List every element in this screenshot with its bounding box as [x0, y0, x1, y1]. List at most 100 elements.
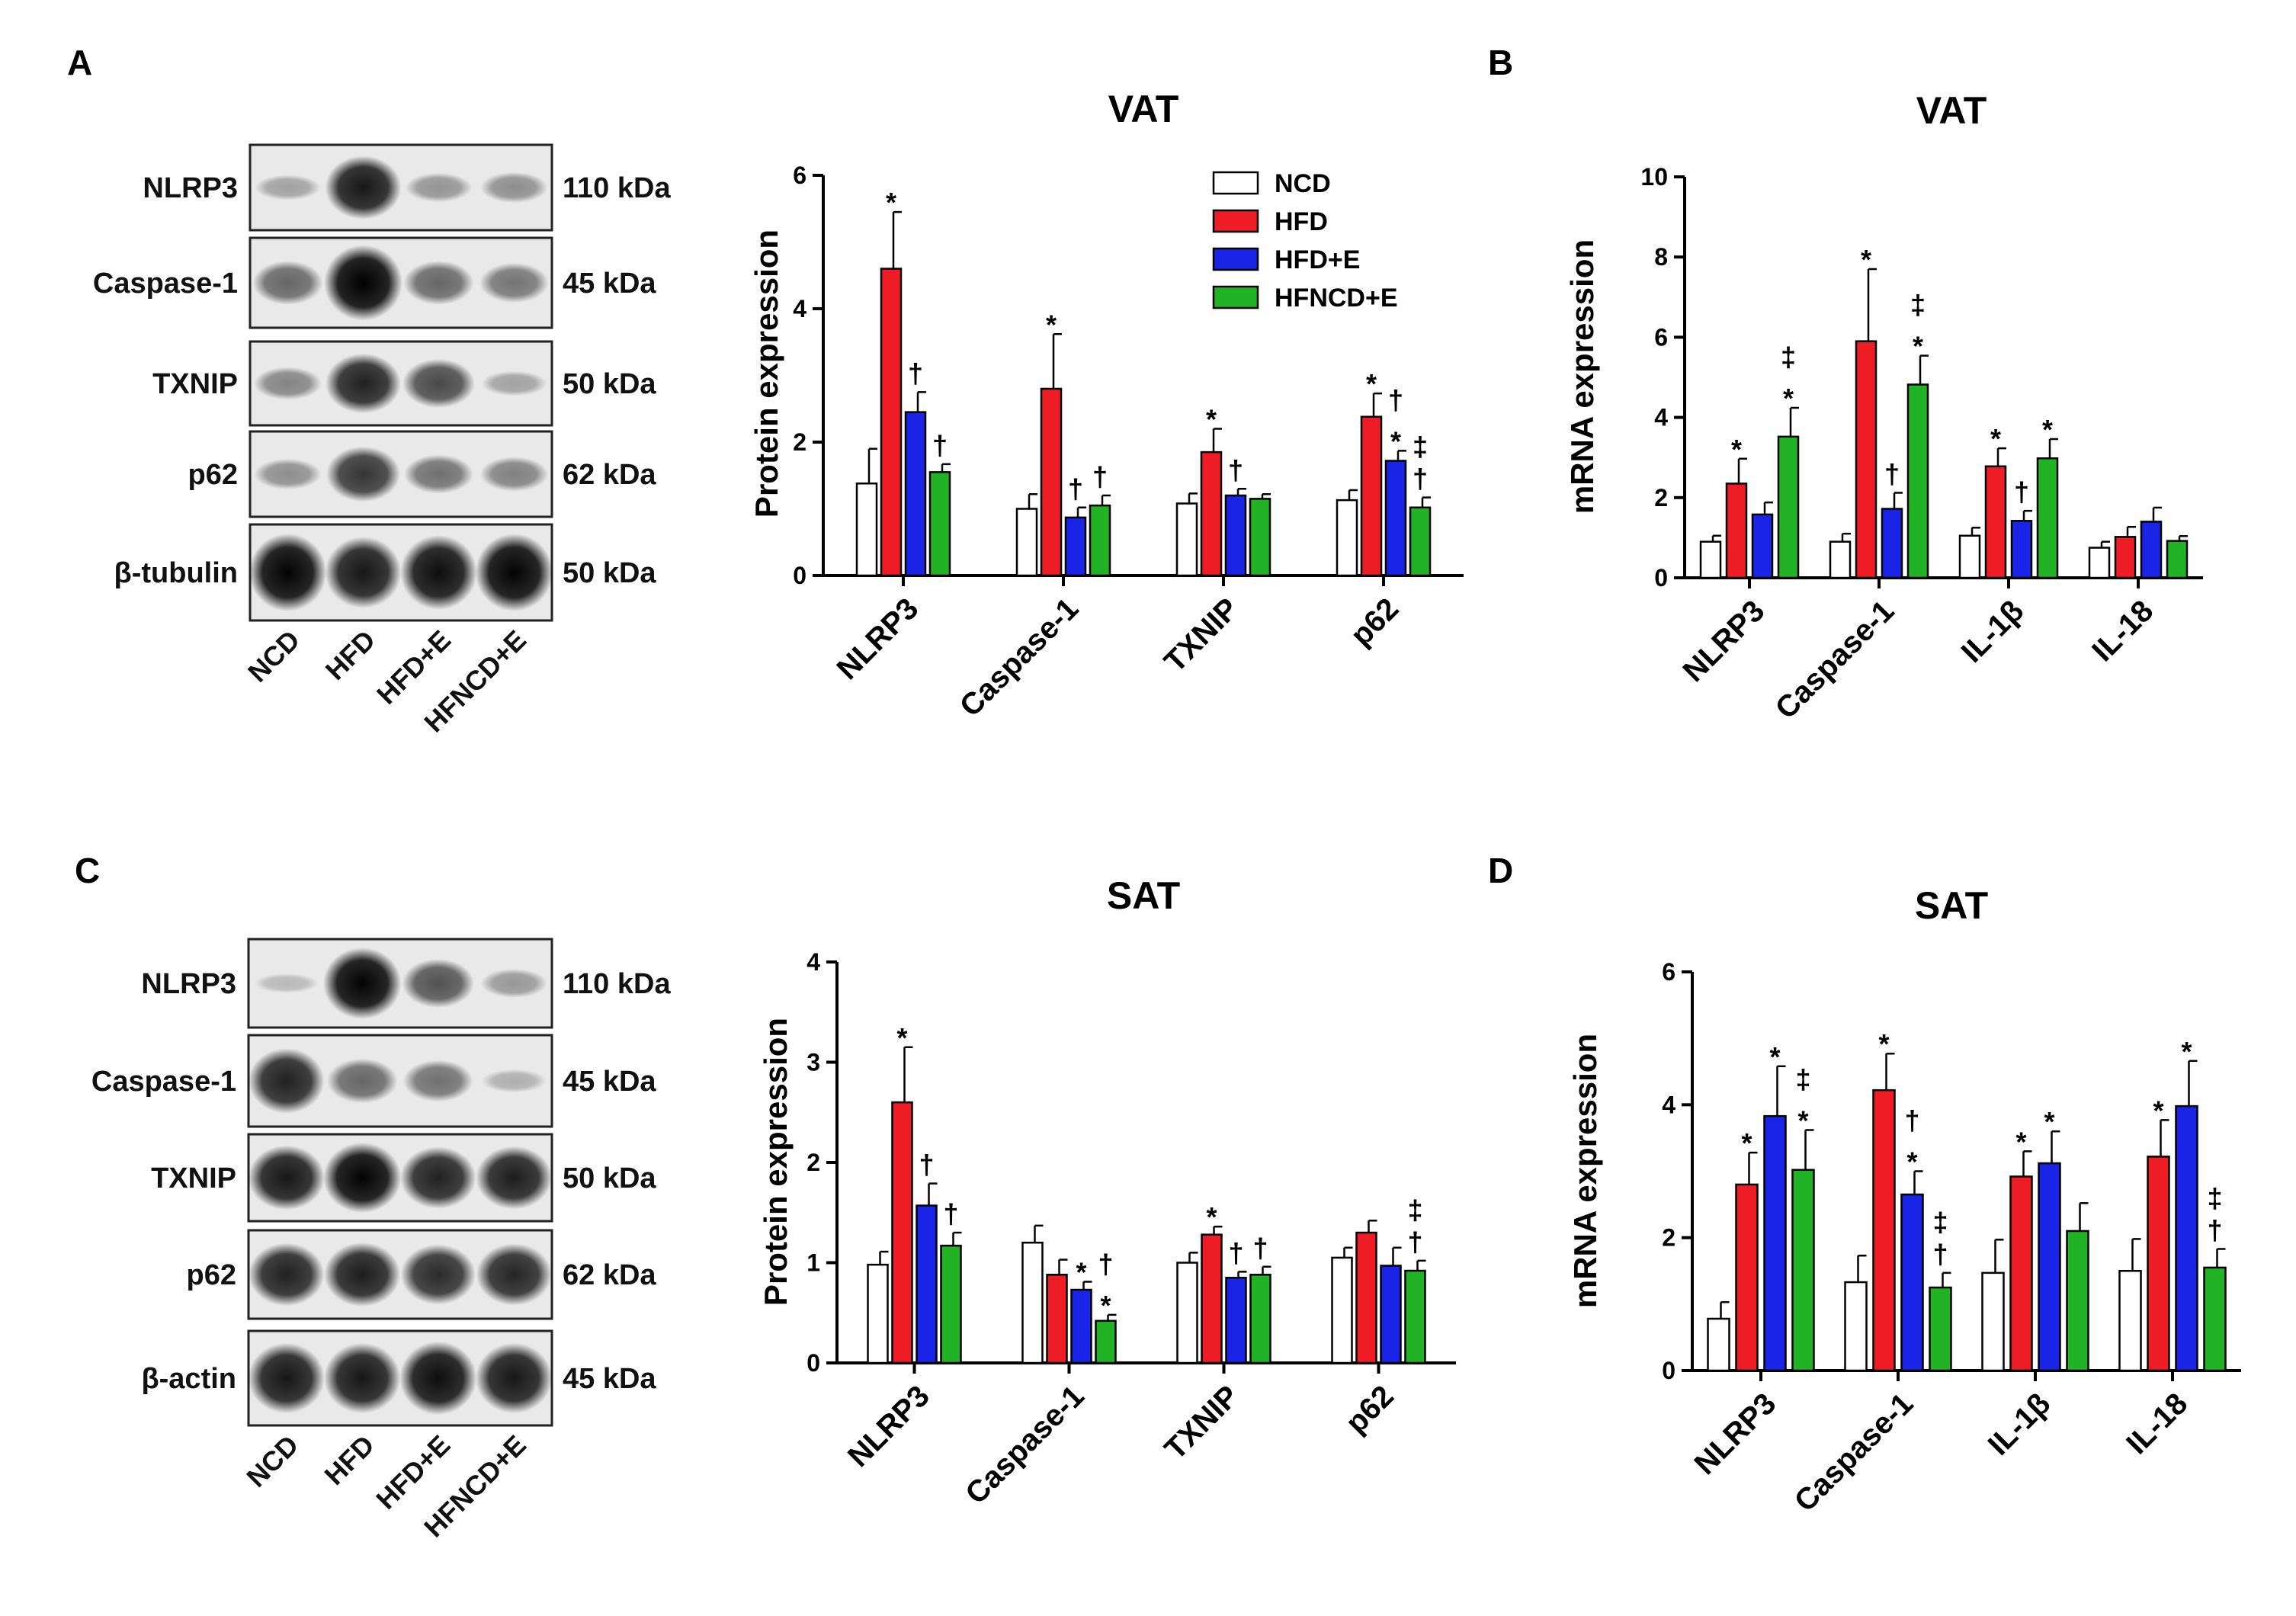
y-axis-label: mRNA expression [1567, 1034, 1603, 1308]
band-label: p62 [188, 459, 238, 491]
blot-band [405, 172, 473, 203]
bar-hfd [1725, 483, 1748, 579]
band-kda: 110 kDa [563, 172, 671, 204]
legend-label: HFD [1275, 207, 1328, 236]
significance-mark: * [1741, 1127, 1752, 1159]
bar-hfd-pluse [2010, 520, 2033, 579]
significance-mark: † [2014, 476, 2029, 508]
band-kda: 62 kDa [563, 459, 656, 491]
bar-hfncd-pluse [1929, 1286, 1952, 1372]
significance-mark: * [1390, 425, 1401, 457]
significance-mark: † [1092, 461, 1108, 492]
legend: NCD HFD HFD+E HFNCD+E [1212, 169, 1398, 313]
significance-mark: ‡ [1407, 1194, 1422, 1226]
legend-label: NCD [1275, 169, 1331, 198]
bar-hfd-pluse [1384, 460, 1407, 577]
bar-hfd [1040, 387, 1063, 577]
bar-hfd-pluse [1064, 516, 1087, 577]
significance-mark: * [1878, 1028, 1889, 1060]
bar-ncd [1331, 1256, 1353, 1364]
significance-mark: ‡ [1413, 431, 1428, 463]
blot-band [399, 1341, 477, 1416]
band-kda: 50 kDa [563, 557, 656, 589]
chart-title: SAT [1915, 884, 1988, 927]
blot-band [479, 262, 549, 303]
blot-band [480, 172, 548, 204]
legend-swatch [1212, 247, 1259, 271]
y-tick-label: 10 [1640, 163, 1668, 191]
significance-mark: * [1797, 1105, 1808, 1136]
bar-hfncd-pluse [1404, 1269, 1426, 1364]
bar-hfd-pluse [1224, 494, 1247, 577]
bar-hfncd-pluse [2066, 1230, 2089, 1372]
bar-ncd [1021, 1241, 1044, 1364]
blot-band [249, 1242, 325, 1307]
y-tick-label: 4 [1662, 1091, 1676, 1118]
significance-mark: † [908, 358, 923, 389]
significance-mark: * [1206, 404, 1217, 435]
blot-band [253, 367, 322, 400]
y-tick-label: 6 [793, 162, 806, 189]
blot-band [255, 175, 321, 200]
significance-mark: † [1413, 463, 1428, 495]
y-tick-label: 2 [1654, 484, 1668, 511]
chart-title: SAT [1107, 874, 1180, 917]
bar-ncd [1175, 502, 1198, 577]
bar-hfd [880, 268, 903, 577]
blot-band [475, 534, 553, 611]
legend-swatch [1212, 209, 1259, 233]
bar-hfd-pluse [1751, 513, 1774, 579]
bar-hfd [1984, 465, 2007, 579]
bar-hfncd-pluse [1906, 383, 1929, 579]
blot-band [326, 1058, 398, 1104]
panel-label-d: D [1488, 851, 1513, 890]
y-axis-label: Protein expression [749, 229, 784, 518]
bar-hfd [1872, 1089, 1896, 1372]
significance-mark: † [1252, 1233, 1268, 1264]
significance-mark: † [1228, 454, 1243, 486]
bar-hfd-pluse [2175, 1105, 2198, 1372]
bar-hfncd-pluse [1777, 435, 1800, 579]
panel-label-b: B [1488, 43, 1513, 82]
bar-ncd [2088, 547, 2111, 579]
blot-band [325, 537, 402, 608]
bar-hfd [1360, 415, 1383, 577]
y-tick-label: 2 [1662, 1224, 1676, 1252]
blot-band [325, 446, 401, 502]
bar-hfd [1200, 450, 1223, 577]
bar-hfd [2114, 536, 2137, 579]
band-kda: 45 kDa [563, 268, 656, 300]
significance-mark: † [1932, 1239, 1948, 1270]
bar-hfd-pluse [1070, 1288, 1092, 1364]
bar-hfd-pluse [1900, 1193, 1924, 1372]
significance-mark: † [1407, 1226, 1422, 1258]
bar-hfd-pluse [2038, 1162, 2061, 1372]
significance-mark: † [1884, 458, 1900, 489]
bar-hfd-pluse [1380, 1265, 1402, 1364]
blot-band [323, 947, 402, 1019]
band-label: Caspase-1 [91, 1066, 236, 1098]
bar-hfd-pluse [2140, 521, 2163, 579]
blot-band [323, 1142, 402, 1214]
blot-band [476, 1146, 553, 1210]
y-tick-label: 8 [1654, 243, 1668, 271]
bar-ncd [1336, 499, 1358, 577]
blot-band [403, 261, 474, 305]
significance-mark: * [1046, 309, 1057, 340]
significance-mark: * [1076, 1256, 1086, 1287]
band-label: Caspase-1 [93, 268, 238, 300]
bar-hfd-pluse [916, 1204, 938, 1364]
y-tick-label: 2 [806, 1149, 820, 1176]
band-kda: 50 kDa [563, 368, 656, 400]
significance-mark: † [1904, 1105, 1919, 1137]
panel-label-a: A [67, 43, 92, 82]
blot-band [325, 353, 401, 414]
significance-mark: † [1388, 384, 1403, 415]
significance-mark: † [1068, 473, 1083, 505]
bar-hfncd-pluse [2166, 540, 2189, 579]
bar-hfd-pluse [904, 411, 927, 577]
significance-mark: † [1228, 1237, 1243, 1268]
y-tick-label: 0 [1654, 564, 1668, 592]
blot-band [400, 535, 477, 610]
